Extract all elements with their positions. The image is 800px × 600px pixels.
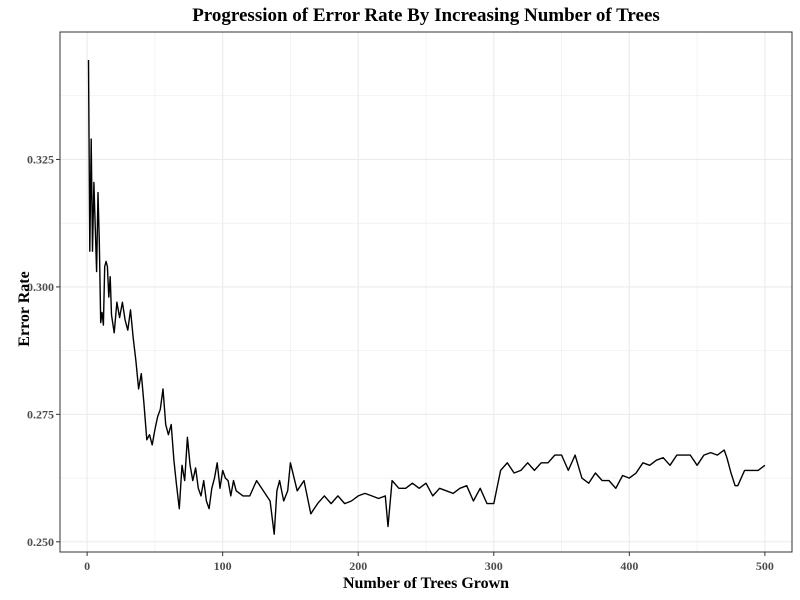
x-tick-label: 0 [84, 559, 90, 573]
y-axis-label: Error Rate [16, 271, 33, 347]
x-tick-label: 100 [214, 559, 232, 573]
x-tick-label: 200 [349, 559, 367, 573]
y-tick-label: 0.300 [27, 280, 54, 294]
y-axis-ticks: 0.250 0.275 0.300 0.325 [27, 152, 60, 549]
y-tick-label: 0.325 [27, 152, 54, 166]
x-axis-ticks: 0 100 200 300 400 500 [84, 552, 774, 573]
error-rate-line [87, 59, 766, 535]
x-tick-label: 400 [620, 559, 638, 573]
x-axis-label: Number of Trees Grown [342, 575, 510, 592]
panel-border [59, 31, 793, 553]
x-tick-label: 300 [485, 559, 503, 573]
x-tick-label: 500 [756, 559, 774, 573]
chart-title: Progression of Error Rate By Increasing … [192, 5, 660, 26]
y-tick-label: 0.275 [27, 407, 54, 421]
y-tick-label: 0.250 [27, 535, 54, 549]
series-group [87, 59, 766, 535]
